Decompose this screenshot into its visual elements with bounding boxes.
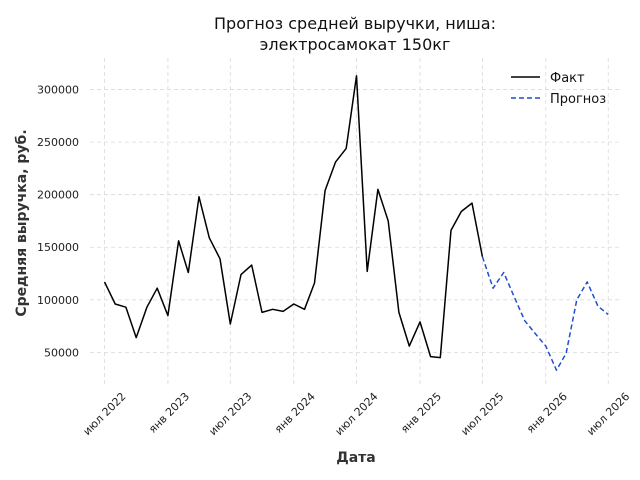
- y-tick-label: 300000: [37, 84, 79, 97]
- legend: Факт Прогноз: [511, 71, 606, 107]
- y-tick-label: 50000: [44, 346, 79, 359]
- series-line-fact: [103, 75, 484, 359]
- y-tick-label: 250000: [37, 136, 79, 149]
- x-axis-label: Дата: [336, 450, 375, 466]
- y-tick-label: 100000: [37, 294, 79, 307]
- x-tick-label: янв 2026: [524, 390, 570, 436]
- x-tick-label: янв 2023: [146, 390, 192, 436]
- x-tick-label: янв 2024: [272, 390, 318, 436]
- x-axis-ticks: июл 2022 янв 2023 июл 2023 янв 2024 июл 2024…: [81, 390, 633, 438]
- x-tick-label: июл 2025: [458, 390, 506, 438]
- y-axis-label: Средняя выручка, руб.: [14, 129, 30, 316]
- legend-label-fact: Факт: [550, 71, 585, 86]
- legend-label-forecast: Прогноз: [550, 92, 606, 107]
- y-tick-label: 200000: [37, 189, 79, 202]
- x-tick-label: июл 2024: [333, 390, 381, 438]
- series-line-forecast: [481, 256, 609, 371]
- y-tick-label: 150000: [37, 241, 79, 254]
- y-axis-ticks: 50000 100000 150000 200000 250000 300000: [37, 84, 79, 360]
- grid: [90, 58, 622, 386]
- x-tick-label: июл 2022: [81, 390, 129, 438]
- chart-title-line-2: электросамокат 150кг: [260, 35, 451, 54]
- x-tick-label: июл 2026: [584, 390, 632, 438]
- x-tick-label: янв 2025: [398, 390, 444, 436]
- series: [103, 75, 609, 371]
- x-tick-label: июл 2023: [206, 390, 254, 438]
- chart-title-line-1: Прогноз средней выручки, ниша:: [214, 14, 496, 33]
